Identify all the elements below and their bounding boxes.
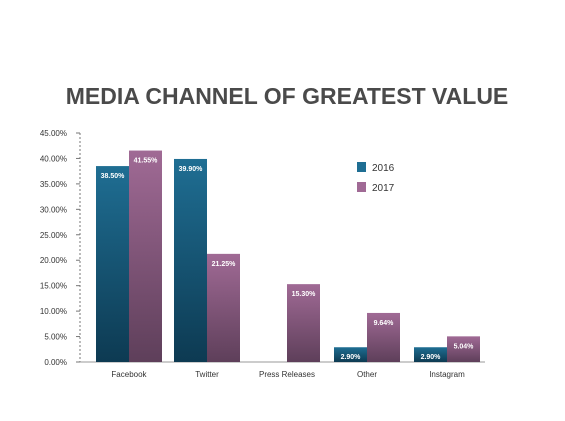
y-tick-label: 35.00% — [40, 180, 67, 189]
bar-2017-press-releases — [287, 284, 320, 362]
legend-label-2017: 2017 — [372, 183, 395, 194]
data-label: 9.64% — [374, 320, 395, 327]
category-label: Press Releases — [259, 370, 315, 379]
category-label: Twitter — [195, 370, 219, 379]
data-label: 21.25% — [212, 261, 237, 268]
category-label: Instagram — [429, 370, 465, 379]
data-label: 15.30% — [292, 291, 317, 298]
legend-label-2016: 2016 — [372, 163, 395, 174]
bar-2017-other — [367, 312, 400, 362]
bar-2016-instagram — [414, 347, 447, 362]
y-tick-label: 15.00% — [40, 282, 67, 291]
data-label: 41.55% — [134, 158, 159, 165]
data-label: 2.90% — [421, 354, 442, 361]
chart-title: MEDIA CHANNEL OF GREATEST VALUE — [66, 83, 509, 109]
y-tick-label: 40.00% — [40, 154, 67, 163]
data-label: 39.90% — [179, 166, 204, 173]
y-tick-label: 20.00% — [40, 256, 67, 265]
y-tick-label: 5.00% — [44, 333, 67, 342]
legend-swatch-2016 — [357, 162, 366, 172]
bar-2016-facebook — [96, 166, 129, 362]
data-labels: 38.50% 41.55% 39.90% 21.25% 15.30% 2.90% 9.64%… — [101, 158, 475, 362]
data-label: 2.90% — [341, 354, 362, 361]
category-labels: Facebook Twitter Press Releases Other Instag… — [111, 370, 465, 379]
category-label: Facebook — [111, 370, 147, 379]
bar-2016-other — [334, 347, 367, 362]
bar-2017-instagram — [447, 336, 480, 362]
legend-swatch-2017 — [357, 182, 366, 192]
y-tick-label: 30.00% — [40, 205, 67, 214]
bar-2017-facebook — [129, 150, 162, 362]
y-tick-label: 25.00% — [40, 231, 67, 240]
category-label: Other — [357, 370, 377, 379]
data-label: 38.50% — [101, 173, 126, 180]
bar-2016-twitter — [174, 158, 207, 362]
legend: 2016 2017 — [357, 162, 395, 194]
data-label: 5.04% — [454, 343, 475, 350]
bars — [96, 150, 480, 362]
y-tick-label: 45.00% — [40, 129, 67, 138]
y-tick-label: 10.00% — [40, 307, 67, 316]
bar-2017-twitter — [207, 253, 240, 362]
y-tick-labels: 0.00% 5.00% 10.00% 15.00% 20.00% 25.00% 30.00%… — [40, 129, 80, 367]
y-tick-label: 0.00% — [44, 358, 67, 367]
